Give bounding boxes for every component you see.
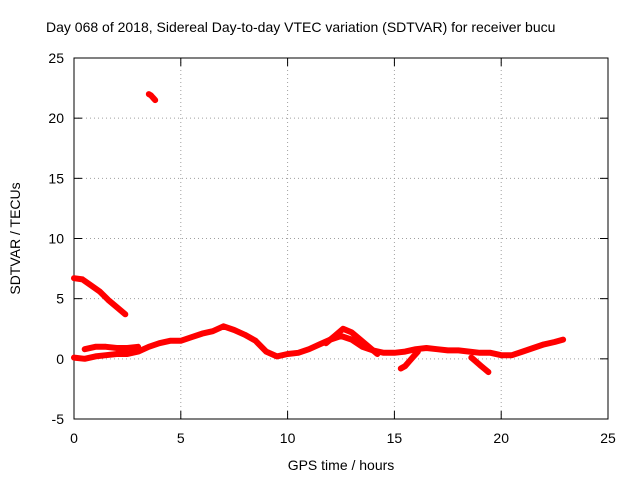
data-point bbox=[498, 352, 504, 358]
data-point bbox=[114, 345, 120, 351]
data-point bbox=[274, 353, 280, 359]
data-point bbox=[411, 353, 417, 359]
data-point bbox=[381, 350, 387, 356]
data-point bbox=[357, 337, 363, 343]
data-point bbox=[340, 326, 346, 332]
data-point bbox=[391, 350, 397, 356]
x-tick-label: 10 bbox=[280, 430, 296, 446]
data-point bbox=[560, 337, 566, 343]
data-point bbox=[152, 97, 158, 103]
data-point bbox=[374, 351, 380, 357]
data-point bbox=[221, 323, 226, 329]
data-point bbox=[485, 369, 491, 375]
data-point bbox=[306, 346, 312, 352]
data-point bbox=[317, 341, 323, 347]
data-point bbox=[263, 349, 269, 355]
data-point bbox=[189, 334, 194, 340]
data-point bbox=[415, 349, 421, 355]
data-point bbox=[71, 355, 77, 361]
data-point bbox=[242, 332, 248, 338]
y-axis-title: SDTVAR / TECUs bbox=[7, 182, 23, 294]
data-point bbox=[541, 341, 547, 347]
data-point bbox=[366, 344, 372, 350]
y-tick-label: 15 bbox=[48, 170, 64, 186]
data-point bbox=[349, 337, 355, 343]
data-point bbox=[105, 297, 111, 303]
data-point bbox=[466, 349, 472, 355]
data-point bbox=[406, 358, 412, 364]
data-point bbox=[295, 350, 301, 356]
axis-ticks: 0 5 10 15 20 25 -5 0 5 10 15 20 25 bbox=[48, 50, 616, 446]
data-series bbox=[71, 91, 567, 376]
data-point bbox=[135, 344, 141, 350]
data-point bbox=[456, 347, 461, 353]
data-point bbox=[71, 275, 77, 281]
y-tick-label: -5 bbox=[52, 411, 65, 427]
data-point bbox=[82, 356, 88, 362]
data-point bbox=[114, 351, 120, 357]
y-tick-label: 5 bbox=[56, 291, 64, 307]
data-point bbox=[146, 344, 152, 350]
data-point bbox=[167, 338, 173, 344]
data-point bbox=[552, 339, 558, 345]
data-point bbox=[445, 347, 451, 353]
data-point bbox=[114, 304, 120, 310]
data-point bbox=[473, 358, 479, 364]
data-point bbox=[520, 349, 526, 355]
x-tick-label: 20 bbox=[493, 430, 509, 446]
grid-lines bbox=[74, 58, 608, 419]
data-point bbox=[80, 276, 85, 282]
y-tick-label: 10 bbox=[48, 231, 64, 247]
data-point bbox=[122, 311, 128, 317]
data-point bbox=[156, 340, 162, 346]
data-point bbox=[402, 349, 408, 355]
data-point bbox=[97, 288, 103, 294]
data-point bbox=[398, 366, 404, 371]
y-tick-label: 25 bbox=[48, 50, 64, 66]
data-point bbox=[323, 340, 329, 346]
sdtvar-parallel-track bbox=[81, 343, 142, 353]
data-point bbox=[92, 353, 98, 359]
data-point bbox=[468, 355, 474, 361]
data-point bbox=[402, 363, 408, 369]
data-point bbox=[285, 351, 291, 357]
data-point bbox=[349, 329, 355, 335]
data-point bbox=[477, 350, 483, 356]
data-point bbox=[332, 333, 338, 339]
data-point bbox=[103, 344, 109, 350]
y-tick-label: 20 bbox=[48, 110, 64, 126]
data-point bbox=[135, 349, 141, 355]
chart-title: Day 068 of 2018, Sidereal Day-to-day VTE… bbox=[46, 19, 555, 35]
data-point bbox=[103, 352, 109, 358]
x-axis-title: GPS time / hours bbox=[288, 457, 395, 473]
data-point bbox=[92, 344, 98, 350]
data-point bbox=[434, 346, 440, 352]
data-point bbox=[82, 346, 88, 352]
data-point bbox=[178, 338, 184, 344]
data-point bbox=[124, 345, 130, 351]
data-point bbox=[488, 350, 493, 356]
data-point bbox=[124, 351, 130, 357]
y-tick-label: 0 bbox=[56, 351, 64, 367]
data-point bbox=[481, 366, 487, 371]
data-point bbox=[530, 345, 536, 351]
data-point bbox=[88, 282, 94, 288]
data-point bbox=[477, 362, 483, 368]
data-point bbox=[509, 352, 515, 358]
data-point bbox=[199, 331, 205, 337]
x-tick-label: 15 bbox=[387, 430, 403, 446]
data-point bbox=[253, 338, 259, 344]
x-tick-label: 5 bbox=[177, 430, 185, 446]
x-tick-label: 25 bbox=[600, 430, 616, 446]
x-tick-label: 0 bbox=[70, 430, 78, 446]
data-point bbox=[210, 328, 216, 334]
data-point bbox=[231, 327, 237, 333]
data-point bbox=[423, 345, 429, 351]
